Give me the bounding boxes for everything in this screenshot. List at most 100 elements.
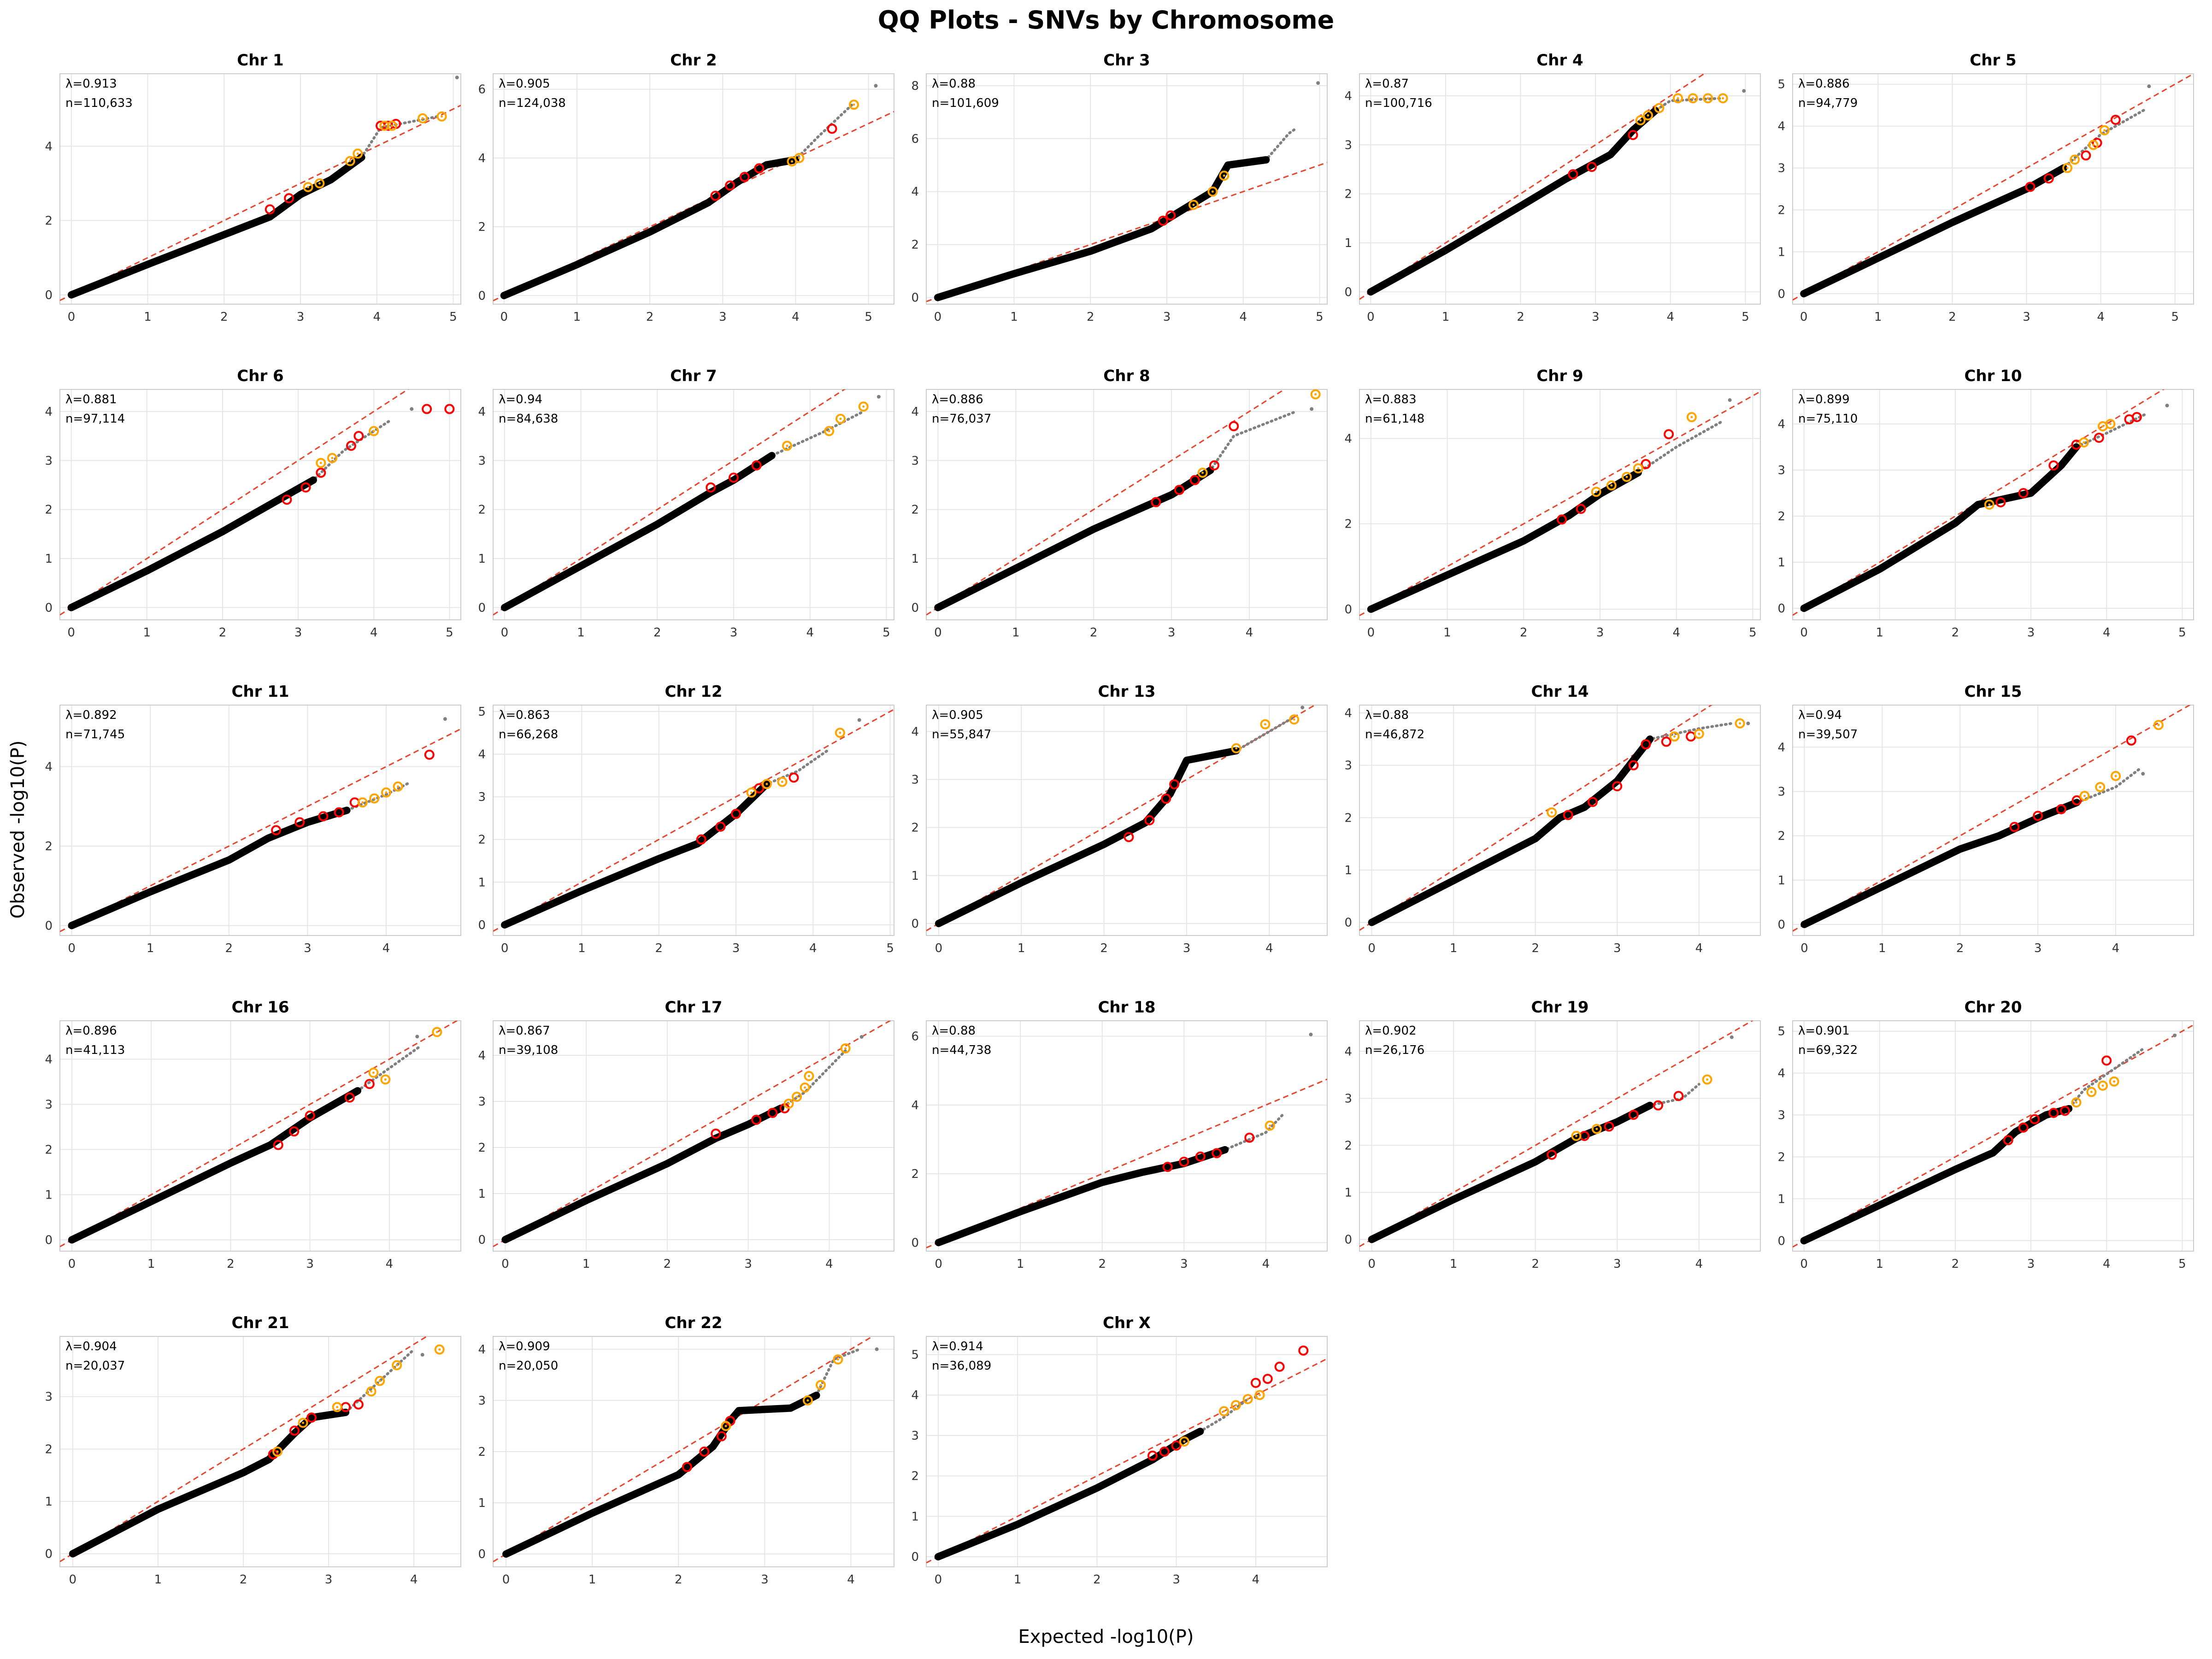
orange-point [849,100,859,110]
orange-point [1230,1400,1241,1411]
reference-line [493,389,846,616]
x-tick-label: 0 [1800,1257,1808,1271]
reference-line [926,1078,1327,1248]
observed-tail-curve [502,101,855,297]
x-tick-label: 2 [1952,1257,1959,1271]
x-tick-label: 2 [1087,310,1094,324]
x-tick-label: 2 [1531,1257,1539,1271]
y-tick-label: 4 [45,760,53,774]
orange-point [375,1376,385,1386]
orange-point [792,1092,802,1102]
observed-curve [67,476,317,612]
y-tick-label: 2 [478,503,486,517]
red-point [265,204,275,215]
red-point [729,472,739,483]
y-tick-label: 1 [1777,1192,1785,1206]
qq-panel: Chr 2 0 1 2 3 4 5 0 2 4 6 λ=0.905 n=124,038 [478,51,894,324]
red-point [273,1140,283,1150]
y-tick-label: 4 [1777,418,1785,431]
orange-point [1242,1394,1253,1404]
y-tick-label: 0 [1777,287,1785,301]
orange-point-center [1637,467,1640,470]
x-tick-label: 1 [582,1257,590,1271]
x-tick-label: 5 [2178,1257,2186,1271]
observed-curve [500,452,776,612]
orange-point-center [2157,724,2160,726]
x-tick-label: 0 [501,941,509,955]
red-point [731,809,741,819]
y-tick-label: 1 [478,1187,486,1201]
x-tick-label: 3 [2027,626,2035,640]
x-tick-label: 3 [732,941,740,955]
y-tick-label: 4 [1344,1045,1352,1059]
y-tick-label: 4 [1777,1067,1785,1081]
observed-curve [1367,469,1642,613]
orange-point-center [862,405,865,408]
n-label: n=75,110 [1798,412,1858,426]
red-point [306,1412,317,1423]
orange-point [1643,110,1653,121]
orange-point [2098,1080,2108,1091]
x-tick-label: 2 [1090,626,1098,640]
qq-panel: Chr 10 0 1 2 3 4 5 0 1 2 3 4 λ=0.899 n=75,110 [1777,367,2194,640]
red-point [1588,797,1598,807]
x-tick-label: 4 [1262,1257,1270,1271]
x-tick-label: 2 [1948,310,1956,324]
qq-panel: Chr 5 0 1 2 3 4 5 0 1 2 3 4 5 λ=0.886 n=94,779 [1777,51,2194,324]
orange-point-center [421,117,424,120]
orange-point [272,1447,283,1457]
y-tick-label: 2 [911,1470,919,1483]
orange-point [794,153,805,163]
x-tick-label: 3 [2027,1257,2035,1271]
lambda-label: λ=0.87 [1365,77,1409,91]
x-tick-label: 4 [1695,1257,1703,1271]
qq-panel: Chr 12 0 1 2 3 4 5 0 1 2 3 4 5 λ=0.863 n=66,268 [478,682,894,955]
orange-point [1984,500,1994,510]
y-tick-label: 1 [911,869,919,883]
observed-curve [1800,1105,2073,1245]
orange-point-center [1575,1135,1578,1137]
panel-title: Chr X [1103,1314,1151,1332]
reference-line [1359,1021,1754,1247]
x-tick-label: 2 [225,941,233,955]
panel-frame [926,1020,1328,1252]
observed-tail-curve [1369,420,1724,611]
orange-point-center [1211,190,1214,193]
red-point [364,1079,375,1089]
red-point [1661,736,1671,747]
orange-point-center [1264,723,1266,726]
plot-area [493,1021,892,1247]
x-tick-label: 4 [1672,626,1680,640]
orange-point-center [1192,203,1195,206]
x-tick-label: 0 [1367,310,1375,324]
panel-frame [1792,705,2194,936]
orange-point [1735,718,1745,729]
observed-curve [67,153,365,299]
orange-point-center [384,1078,387,1081]
orange-point [2153,720,2164,730]
red-point [1124,832,1134,842]
orange-point [316,458,326,468]
red-point [1274,1361,1285,1372]
red-point [788,772,799,783]
y-tick-label: 4 [911,1099,919,1112]
orange-point-center [1293,718,1295,721]
tail-point [875,1347,879,1351]
panel-frame [493,705,894,936]
x-tick-label: 5 [1749,626,1757,640]
x-tick-label: 0 [1800,310,1808,324]
y-tick-label: 1 [478,876,486,889]
y-tick-label: 4 [45,1053,53,1066]
y-tick-label: 4 [1777,120,1785,134]
y-tick-label: 1 [911,552,919,566]
qq-panel: Chr 16 0 1 2 3 4 0 1 2 3 4 λ=0.896 n=41,113 [45,998,461,1271]
panel-title: Chr 17 [665,998,722,1017]
orange-point [782,441,792,451]
red-point [754,783,765,794]
n-label: n=76,037 [932,412,991,426]
y-tick-label: 4 [478,405,486,419]
reference-line [1793,389,2165,616]
plot-area [60,1336,445,1562]
y-tick-label: 4 [911,725,919,739]
